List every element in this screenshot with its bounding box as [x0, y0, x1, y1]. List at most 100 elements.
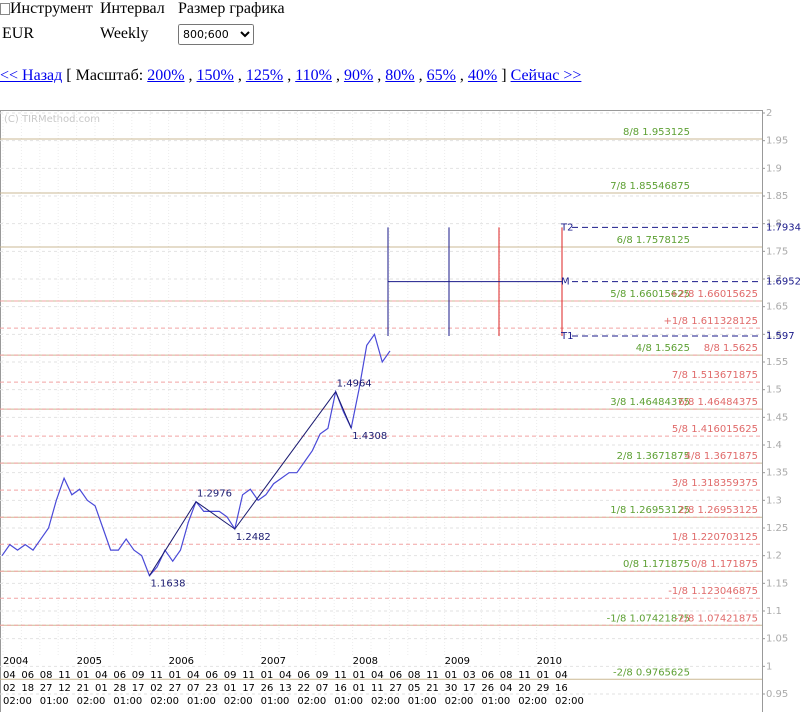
day-label: 17: [242, 683, 255, 694]
month-label: 11: [334, 670, 347, 681]
scale-link[interactable]: 150%: [196, 67, 234, 84]
level-name: 7/8: [610, 181, 626, 192]
back-link[interactable]: << Назад: [0, 67, 63, 84]
day-label: 13: [279, 683, 292, 694]
day-label: 29: [537, 683, 550, 694]
level-name: 1/8: [672, 532, 688, 543]
target-name: T1: [560, 331, 573, 342]
scale-link[interactable]: 90%: [343, 67, 374, 84]
scale-link[interactable]: 40%: [467, 67, 498, 84]
level-value: 1.26953125: [698, 505, 758, 516]
month-label: 01: [77, 670, 90, 681]
now-link[interactable]: Сейчас >>: [510, 67, 582, 84]
month-label: 08: [500, 670, 513, 681]
level-name: 6/8: [678, 397, 694, 408]
level-value: 1.07421875: [698, 613, 758, 624]
level-value: 1.3671875: [704, 451, 758, 462]
separator: ,: [188, 67, 193, 84]
level-name: 0/8: [623, 559, 639, 570]
separator: ,: [377, 67, 382, 84]
year-label: 2008: [353, 656, 378, 667]
separator: ,: [237, 67, 242, 84]
level-name: -1/8: [668, 586, 688, 597]
level-label: 2/8 1.26953125: [678, 505, 758, 516]
level-name: 8/8: [704, 343, 720, 354]
target-value: 1.597: [766, 331, 795, 342]
level-label: -1/8 1.123046875: [668, 586, 758, 597]
day-label: 21: [426, 683, 439, 694]
day-label: 02: [3, 683, 16, 694]
level-label: 6/8 1.46484375: [678, 397, 758, 408]
level-name: 8/8: [623, 127, 639, 138]
header: Размер графика: [178, 0, 285, 17]
bracket: [: [66, 67, 72, 84]
separator: ,: [287, 67, 292, 84]
level-name: 4/8: [636, 343, 652, 354]
day-label: 07: [187, 683, 200, 694]
time-label: 02:00: [518, 696, 547, 707]
level-name: 2/8: [678, 505, 694, 516]
month-label: 04: [3, 670, 16, 681]
y-tick-label: 1.5: [766, 385, 782, 396]
level-value: 1.66015625: [698, 289, 758, 300]
level-value: 1.07421875: [630, 613, 690, 624]
level-value: 1.5625: [655, 343, 690, 354]
time-label: 02:00: [371, 696, 400, 707]
level-label: 6/8 1.7578125: [617, 235, 690, 246]
separator: ,: [459, 67, 464, 84]
day-label: 02: [150, 683, 163, 694]
month-label: 06: [389, 670, 402, 681]
month-label: 06: [297, 670, 310, 681]
level-value: 1.611328125: [691, 316, 758, 327]
day-label: 16: [555, 683, 568, 694]
scale-link[interactable]: 200%: [147, 67, 185, 84]
target-name: M: [561, 277, 570, 288]
zigzag-segment: [149, 501, 197, 576]
scale-link[interactable]: 110%: [295, 67, 332, 84]
y-tick-label: 1.1: [766, 606, 782, 617]
day-label: 27: [169, 683, 182, 694]
scale-link[interactable]: 80%: [385, 67, 415, 84]
month-label: 01: [445, 670, 458, 681]
month-label: 01: [353, 670, 366, 681]
size-select[interactable]: 800;600: [178, 24, 254, 45]
zigzag-segment: [234, 391, 337, 530]
level-name: 1/8: [610, 505, 626, 516]
size-select-wrap: 800;600: [178, 24, 254, 45]
scale-label: Масштаб:: [75, 67, 144, 84]
interval: Weekly: [100, 25, 149, 42]
y-tick-label: 1.65: [766, 302, 788, 313]
level-value: 1.66015625: [630, 289, 690, 300]
day-label: 07: [316, 683, 329, 694]
y-tick-label: 1: [766, 661, 772, 672]
day-label: 26: [481, 683, 494, 694]
time-label: 02:00: [555, 696, 584, 707]
day-label: 23: [205, 683, 218, 694]
y-tick-label: 1.75: [766, 246, 788, 257]
month-label: 11: [518, 670, 531, 681]
level-value: 1.7578125: [636, 235, 690, 246]
level-label: 0/8 1.171875: [623, 559, 690, 570]
day-label: 18: [21, 683, 34, 694]
year-label: 2007: [261, 656, 286, 667]
level-value: 1.3671875: [636, 451, 690, 462]
month-label: 06: [481, 670, 494, 681]
level-label: 5/8 1.66015625: [610, 289, 690, 300]
time-label: 01:00: [40, 696, 69, 707]
y-tick-label: 1.95: [766, 136, 788, 147]
day-label: 01: [353, 683, 366, 694]
month-label: 11: [58, 670, 71, 681]
icon: [0, 3, 10, 16]
scale-link[interactable]: 125%: [245, 67, 284, 84]
level-label: 8/8 1.5625: [704, 343, 758, 354]
y-tick-label: 1.25: [766, 523, 788, 534]
day-label: 01: [224, 683, 237, 694]
month-label: 06: [21, 670, 34, 681]
level-value: 1.26953125: [630, 505, 690, 516]
level-name: 5/8: [672, 424, 688, 435]
pivot-label: 1.4308: [352, 431, 387, 442]
day-label: 27: [40, 683, 53, 694]
level-value: 1.46484375: [698, 397, 758, 408]
scale-link[interactable]: 65%: [426, 67, 456, 84]
